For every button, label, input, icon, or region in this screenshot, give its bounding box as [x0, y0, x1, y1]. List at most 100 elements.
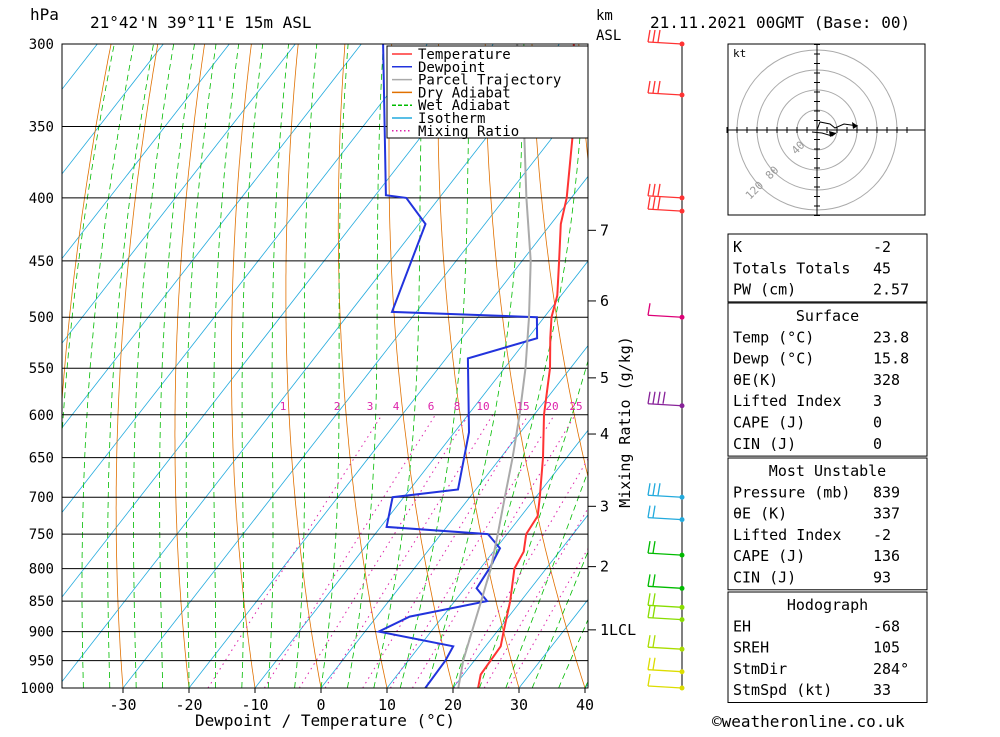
location-label: 21°42'N 39°11'E 15m ASL	[90, 13, 312, 32]
dry-adiabat-line	[338, 44, 387, 688]
wind-barb-dot	[680, 669, 685, 674]
table-row-value: 839	[873, 483, 900, 501]
wind-barb-dot	[680, 403, 685, 408]
wet-adiabat-line	[321, 44, 348, 688]
table-row-value: 45	[873, 259, 891, 277]
mixing-ratio-value-label: 10	[476, 400, 489, 413]
wind-barb-flag	[658, 184, 660, 196]
table-row-value: 284°	[873, 660, 909, 678]
table-row-label: θE(K)	[733, 371, 778, 389]
wind-barb-shaft	[648, 42, 682, 44]
table-row-label: StmDir	[733, 660, 787, 678]
wind-barb-dot	[680, 517, 685, 522]
wind-barb-dot	[680, 195, 685, 200]
km-tick-label: 4	[600, 425, 609, 443]
table-row-label: StmSpd (kt)	[733, 681, 832, 699]
pressure-tick-label: 450	[29, 254, 54, 270]
most-unstable-table-title: Most Unstable	[769, 462, 886, 480]
wind-barb-flag	[648, 574, 650, 586]
pressure-tick-label: 750	[29, 527, 54, 543]
table-row-value: 15.8	[873, 350, 909, 368]
mixing-ratio-line	[208, 415, 382, 688]
table-row-label: CIN (J)	[733, 569, 796, 587]
pressure-tick-label: 900	[29, 625, 54, 641]
table-row-value: 33	[873, 681, 891, 699]
mixing-ratio-line	[454, 415, 614, 688]
wind-barb-flag	[648, 483, 650, 495]
table-row-label: K	[733, 238, 742, 256]
x-tick-label: 30	[510, 696, 528, 714]
table-row-label: Lifted Index	[733, 526, 841, 544]
wind-barb-flag	[648, 30, 650, 42]
km-tick-label: 2	[600, 558, 609, 576]
wind-barb-flag	[653, 81, 655, 93]
wind-barb-flag	[658, 81, 660, 93]
dry-adiabat-line	[55, 44, 111, 688]
mixing-ratio-value-label: 25	[569, 400, 582, 413]
isotherm-line	[0, 44, 361, 688]
wind-barb-shaft	[648, 495, 682, 497]
wind-barb-shaft	[648, 196, 682, 198]
table-row-label: SREH	[733, 639, 769, 657]
wet-adiabat-line	[506, 44, 717, 688]
wind-barb-flag	[653, 658, 655, 670]
isotherm-line	[0, 44, 493, 688]
sounding-series	[379, 44, 574, 688]
mixing-ratio-line	[508, 415, 665, 688]
wind-barb-dot	[680, 617, 685, 622]
wind-barb-shaft	[648, 647, 682, 649]
wind-barb-dot	[680, 647, 685, 652]
wind-barb-flag	[653, 541, 655, 553]
wind-barb-flag	[653, 483, 655, 495]
wind-barb-flag	[648, 593, 650, 605]
mixing-ratio-line	[390, 415, 554, 688]
km-tick-label: 3	[600, 497, 609, 515]
x-tick-label: -30	[109, 696, 136, 714]
mixing-ratio-value-label: 3	[367, 400, 374, 413]
wind-barb-flag	[648, 303, 650, 315]
table-row-value: 23.8	[873, 328, 909, 346]
wet-adiabat-line	[400, 44, 470, 688]
wind-barb-flag	[653, 506, 655, 518]
isotherm-line	[0, 44, 31, 688]
hodograph-unit: kt	[733, 47, 746, 60]
table-row-value: 93	[873, 569, 891, 587]
dry-adiabat-line	[485, 44, 585, 688]
wind-barb-shaft	[648, 553, 682, 555]
wind-barb-flag	[648, 635, 650, 647]
wind-barb-flag	[658, 197, 660, 209]
pressure-tick-label: 300	[29, 37, 54, 53]
mixing-ratio-value-label: 2	[334, 400, 341, 413]
pressure-tick-label: 650	[29, 451, 54, 467]
wind-barb-flag	[653, 606, 655, 618]
table-row-label: PW (cm)	[733, 281, 796, 299]
table-row-label: Temp (°C)	[733, 328, 814, 346]
wind-barb-shaft	[648, 518, 682, 520]
wind-barb-flag	[653, 392, 655, 404]
km-tick-label: 7	[600, 221, 609, 239]
wind-barb-staff	[648, 30, 685, 691]
mixing-ratio-line	[363, 415, 529, 688]
wind-barb-flag	[648, 184, 650, 196]
pressure-tick-label: 500	[29, 310, 54, 326]
wind-barb-dot	[680, 209, 685, 214]
km-tick-label: 1LCL	[600, 621, 636, 639]
isotherm-line	[0, 44, 163, 688]
wind-barb-shaft	[648, 605, 682, 607]
wind-barb-flag	[658, 392, 660, 404]
wind-barb-flag	[653, 184, 655, 196]
wet-adiabat-line	[160, 44, 195, 688]
dewpoint-line	[379, 44, 537, 688]
dry-adiabat-line	[953, 44, 1000, 688]
km-tick-label: 5	[600, 369, 609, 387]
surface-table-title: Surface	[796, 307, 859, 325]
table-row-label: Totals Totals	[733, 259, 850, 277]
wind-barb-flag	[648, 658, 650, 670]
table-row-value: 0	[873, 414, 882, 432]
wind-barb-dot	[680, 586, 685, 591]
table-row-label: EH	[733, 617, 751, 635]
table-row-label: Pressure (mb)	[733, 483, 850, 501]
table-row-value: 2.57	[873, 281, 909, 299]
